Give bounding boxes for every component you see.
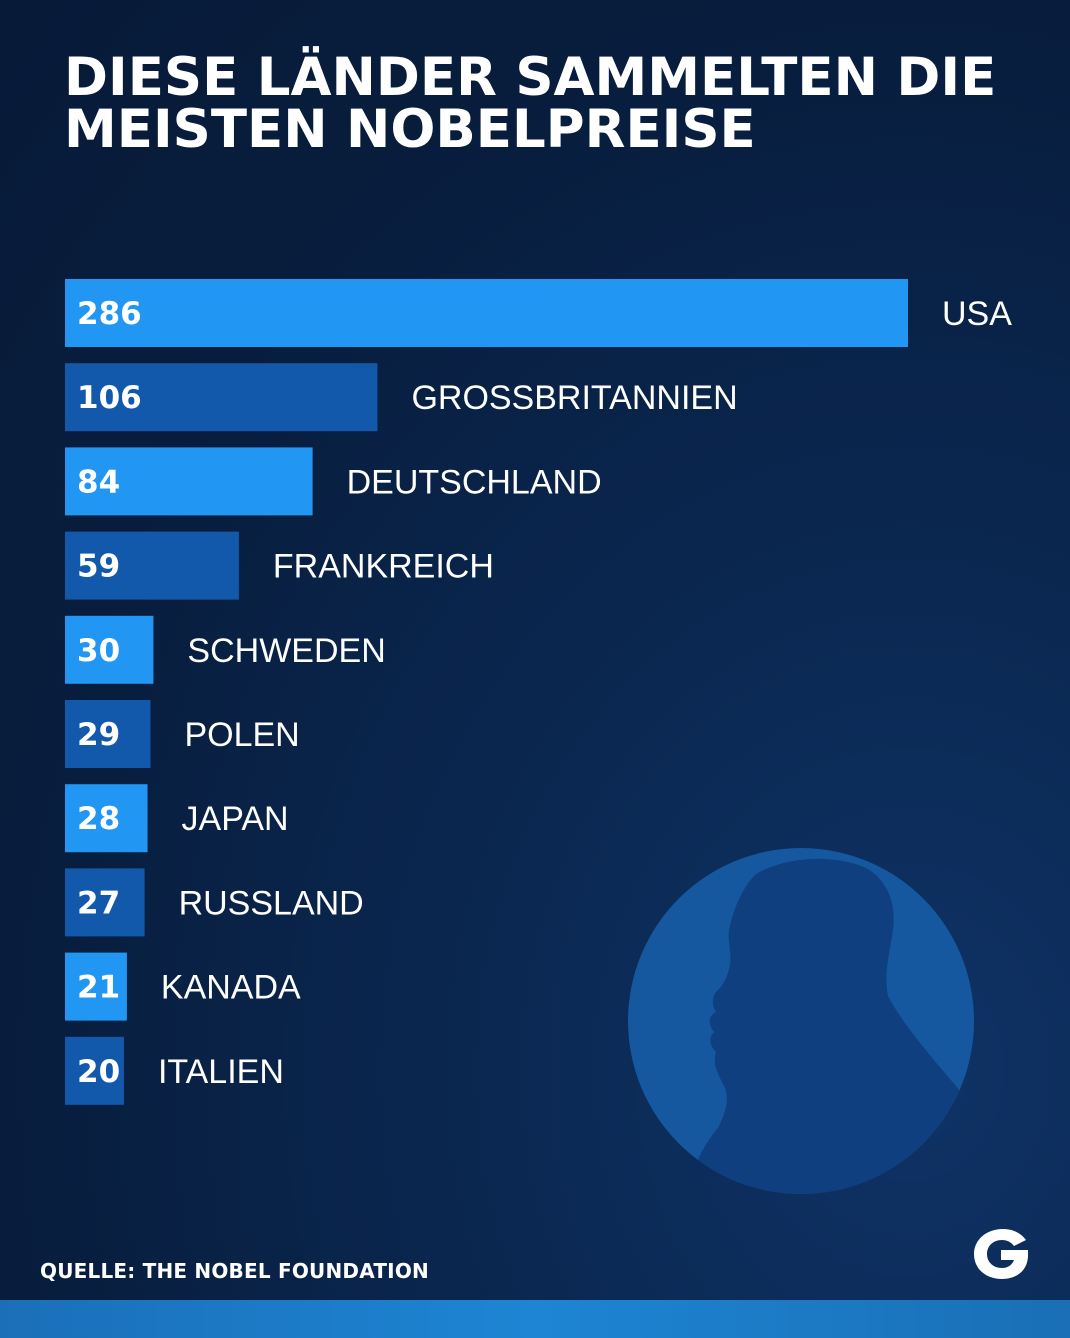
category-label: DEUTSCHLAND <box>347 463 602 501</box>
category-label: USA <box>942 295 1012 333</box>
bar-polen <box>65 700 151 768</box>
bar-value-label: 29 <box>77 717 120 753</box>
bar-value-label: 20 <box>77 1054 120 1090</box>
bottom-color-strip <box>0 1300 1070 1338</box>
bar-japan <box>65 784 148 853</box>
category-label: JAPAN <box>182 800 289 838</box>
title-line-1: DIESE LÄNDER SAMMELTEN DIE <box>64 47 997 108</box>
bar-deutschland <box>65 447 313 516</box>
bar-value-label: 84 <box>77 464 120 500</box>
source-note: QUELLE: THE NOBEL FOUNDATION <box>40 1259 429 1283</box>
bar-frankreich <box>65 531 239 600</box>
category-label: FRANKREICH <box>273 548 494 586</box>
g-logo-icon <box>974 1229 1028 1279</box>
title-line-2: MEISTEN NOBELPREISE <box>64 99 756 160</box>
bar-value-label: 106 <box>77 380 142 416</box>
nobel-medal-silhouette-icon <box>628 848 974 1194</box>
category-label: GROSSBRITANNIEN <box>411 379 737 417</box>
bar-schweden <box>65 615 154 684</box>
category-label: RUSSLAND <box>179 884 364 922</box>
category-label: POLEN <box>184 716 299 754</box>
category-label: KANADA <box>161 969 301 1007</box>
bar-value-label: 28 <box>77 801 120 837</box>
bar-value-label: 27 <box>77 885 120 921</box>
page-title: DIESE LÄNDER SAMMELTEN DIE MEISTEN NOBEL… <box>64 47 1044 160</box>
bar-russland <box>65 868 145 937</box>
bar-grossbritannien <box>65 363 378 432</box>
medal-profile <box>686 858 974 1194</box>
bar-value-label: 59 <box>77 549 120 585</box>
bar-value-label: 21 <box>77 970 120 1006</box>
bar-usa <box>65 279 908 347</box>
bar-value-label: 286 <box>77 296 142 332</box>
bar-italien <box>65 1036 124 1105</box>
bar-value-label: 30 <box>77 633 120 669</box>
category-label: SCHWEDEN <box>187 632 385 670</box>
bar-kanada <box>65 952 127 1021</box>
category-label: ITALIEN <box>158 1053 284 1091</box>
